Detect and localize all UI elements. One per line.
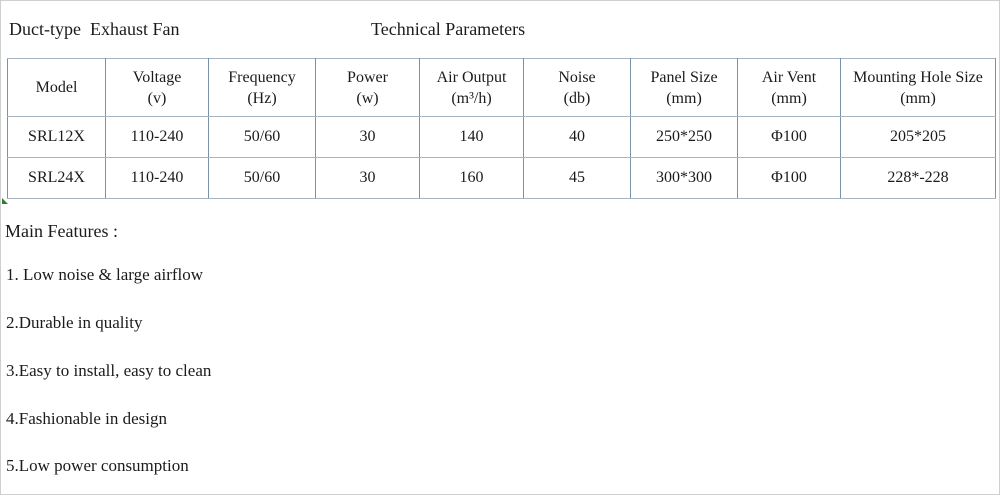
feature-item-4: 4.Fashionable in design: [6, 409, 168, 428]
column-header-mounting-hole-size: Mounting Hole Size (mm): [840, 58, 996, 117]
column-header-label: Noise: [558, 68, 596, 86]
features-heading: Main Features :: [5, 221, 118, 241]
table-cell-voltage: 110-240: [105, 116, 209, 158]
table-cell-mounting-hole-size: 228*-228: [840, 157, 996, 199]
table-cell-air-vent: Φ100: [737, 116, 841, 158]
column-header-label: Frequency: [228, 68, 296, 86]
feature-item-2: 2.Durable in quality: [6, 313, 143, 332]
column-header-unit: (w): [356, 89, 379, 107]
table-body: SRL12X 110-240 50/60 30 140 40 250*250 Φ100 205*…: [7, 116, 996, 199]
column-header-unit: (mm): [900, 89, 936, 107]
column-header-label: Mounting Hole Size: [853, 68, 983, 86]
column-header-model: Model: [7, 58, 106, 117]
column-header-power: Power (w): [315, 58, 420, 117]
feature-item-1: 1. Low noise & large airflow: [6, 265, 204, 284]
table-cell-air-output: 160: [419, 157, 524, 199]
table-cell-frequency: 50/60: [208, 157, 316, 199]
table-header: Model Voltage (v) Frequency (Hz) Power (w) Air …: [7, 58, 996, 117]
column-header-voltage: Voltage (v): [105, 58, 209, 117]
column-header-noise: Noise (db): [523, 58, 631, 117]
table-cell-frequency: 50/60: [208, 116, 316, 158]
column-header-unit: (mm): [771, 89, 807, 107]
column-header-label: Air Output: [436, 68, 507, 86]
feature-item-5: 5.Low power consumption: [6, 456, 189, 475]
table-row-srl24x: SRL24X 110-240 50/60 30 160 45 300*300 Φ100 228*…: [7, 157, 996, 199]
column-header-label: Air Vent: [761, 68, 817, 86]
column-header-unit: (m³/h): [451, 89, 492, 107]
feature-item-3: 3.Easy to install, easy to clean: [6, 361, 212, 380]
technical-parameters-table: Model Voltage (v) Frequency (Hz) Power (w) Air …: [7, 58, 996, 199]
table-cell-model: SRL12X: [7, 116, 106, 158]
table-cell-panel-size: 250*250: [630, 116, 738, 158]
column-header-unit: (mm): [666, 89, 702, 107]
table-cell-power: 30: [315, 116, 420, 158]
column-header-air-output: Air Output (m³/h): [419, 58, 524, 117]
column-header-unit: (v): [147, 89, 167, 107]
table-cell-voltage: 110-240: [105, 157, 209, 199]
table-cell-model: SRL24X: [7, 157, 106, 199]
table-corner-green-marker: [2, 198, 8, 204]
column-header-unit: (db): [563, 89, 591, 107]
column-header-label: Voltage: [132, 68, 182, 86]
table-cell-noise: 45: [523, 157, 631, 199]
table-row-srl12x: SRL12X 110-240 50/60 30 140 40 250*250 Φ100 205*…: [7, 116, 996, 158]
column-header-label: Model: [35, 79, 78, 96]
section-title-technical-parameters: Technical Parameters: [371, 19, 526, 39]
table-cell-power: 30: [315, 157, 420, 199]
table-cell-panel-size: 300*300: [630, 157, 738, 199]
column-header-label: Power: [347, 68, 388, 86]
table-cell-air-vent: Φ100: [737, 157, 841, 199]
column-header-label: Panel Size: [650, 68, 718, 86]
table-cell-mounting-hole-size: 205*205: [840, 116, 996, 158]
table-cell-noise: 40: [523, 116, 631, 158]
column-header-frequency: Frequency (Hz): [208, 58, 316, 117]
column-header-air-vent: Air Vent (mm): [737, 58, 841, 117]
product-title: Duct-type Exhaust Fan: [9, 19, 180, 39]
column-header-unit: (Hz): [247, 89, 277, 107]
table-cell-air-output: 140: [419, 116, 524, 158]
column-header-panel-size: Panel Size (mm): [630, 58, 738, 117]
table-header-row: Model Voltage (v) Frequency (Hz) Power (w) Air …: [7, 58, 996, 117]
